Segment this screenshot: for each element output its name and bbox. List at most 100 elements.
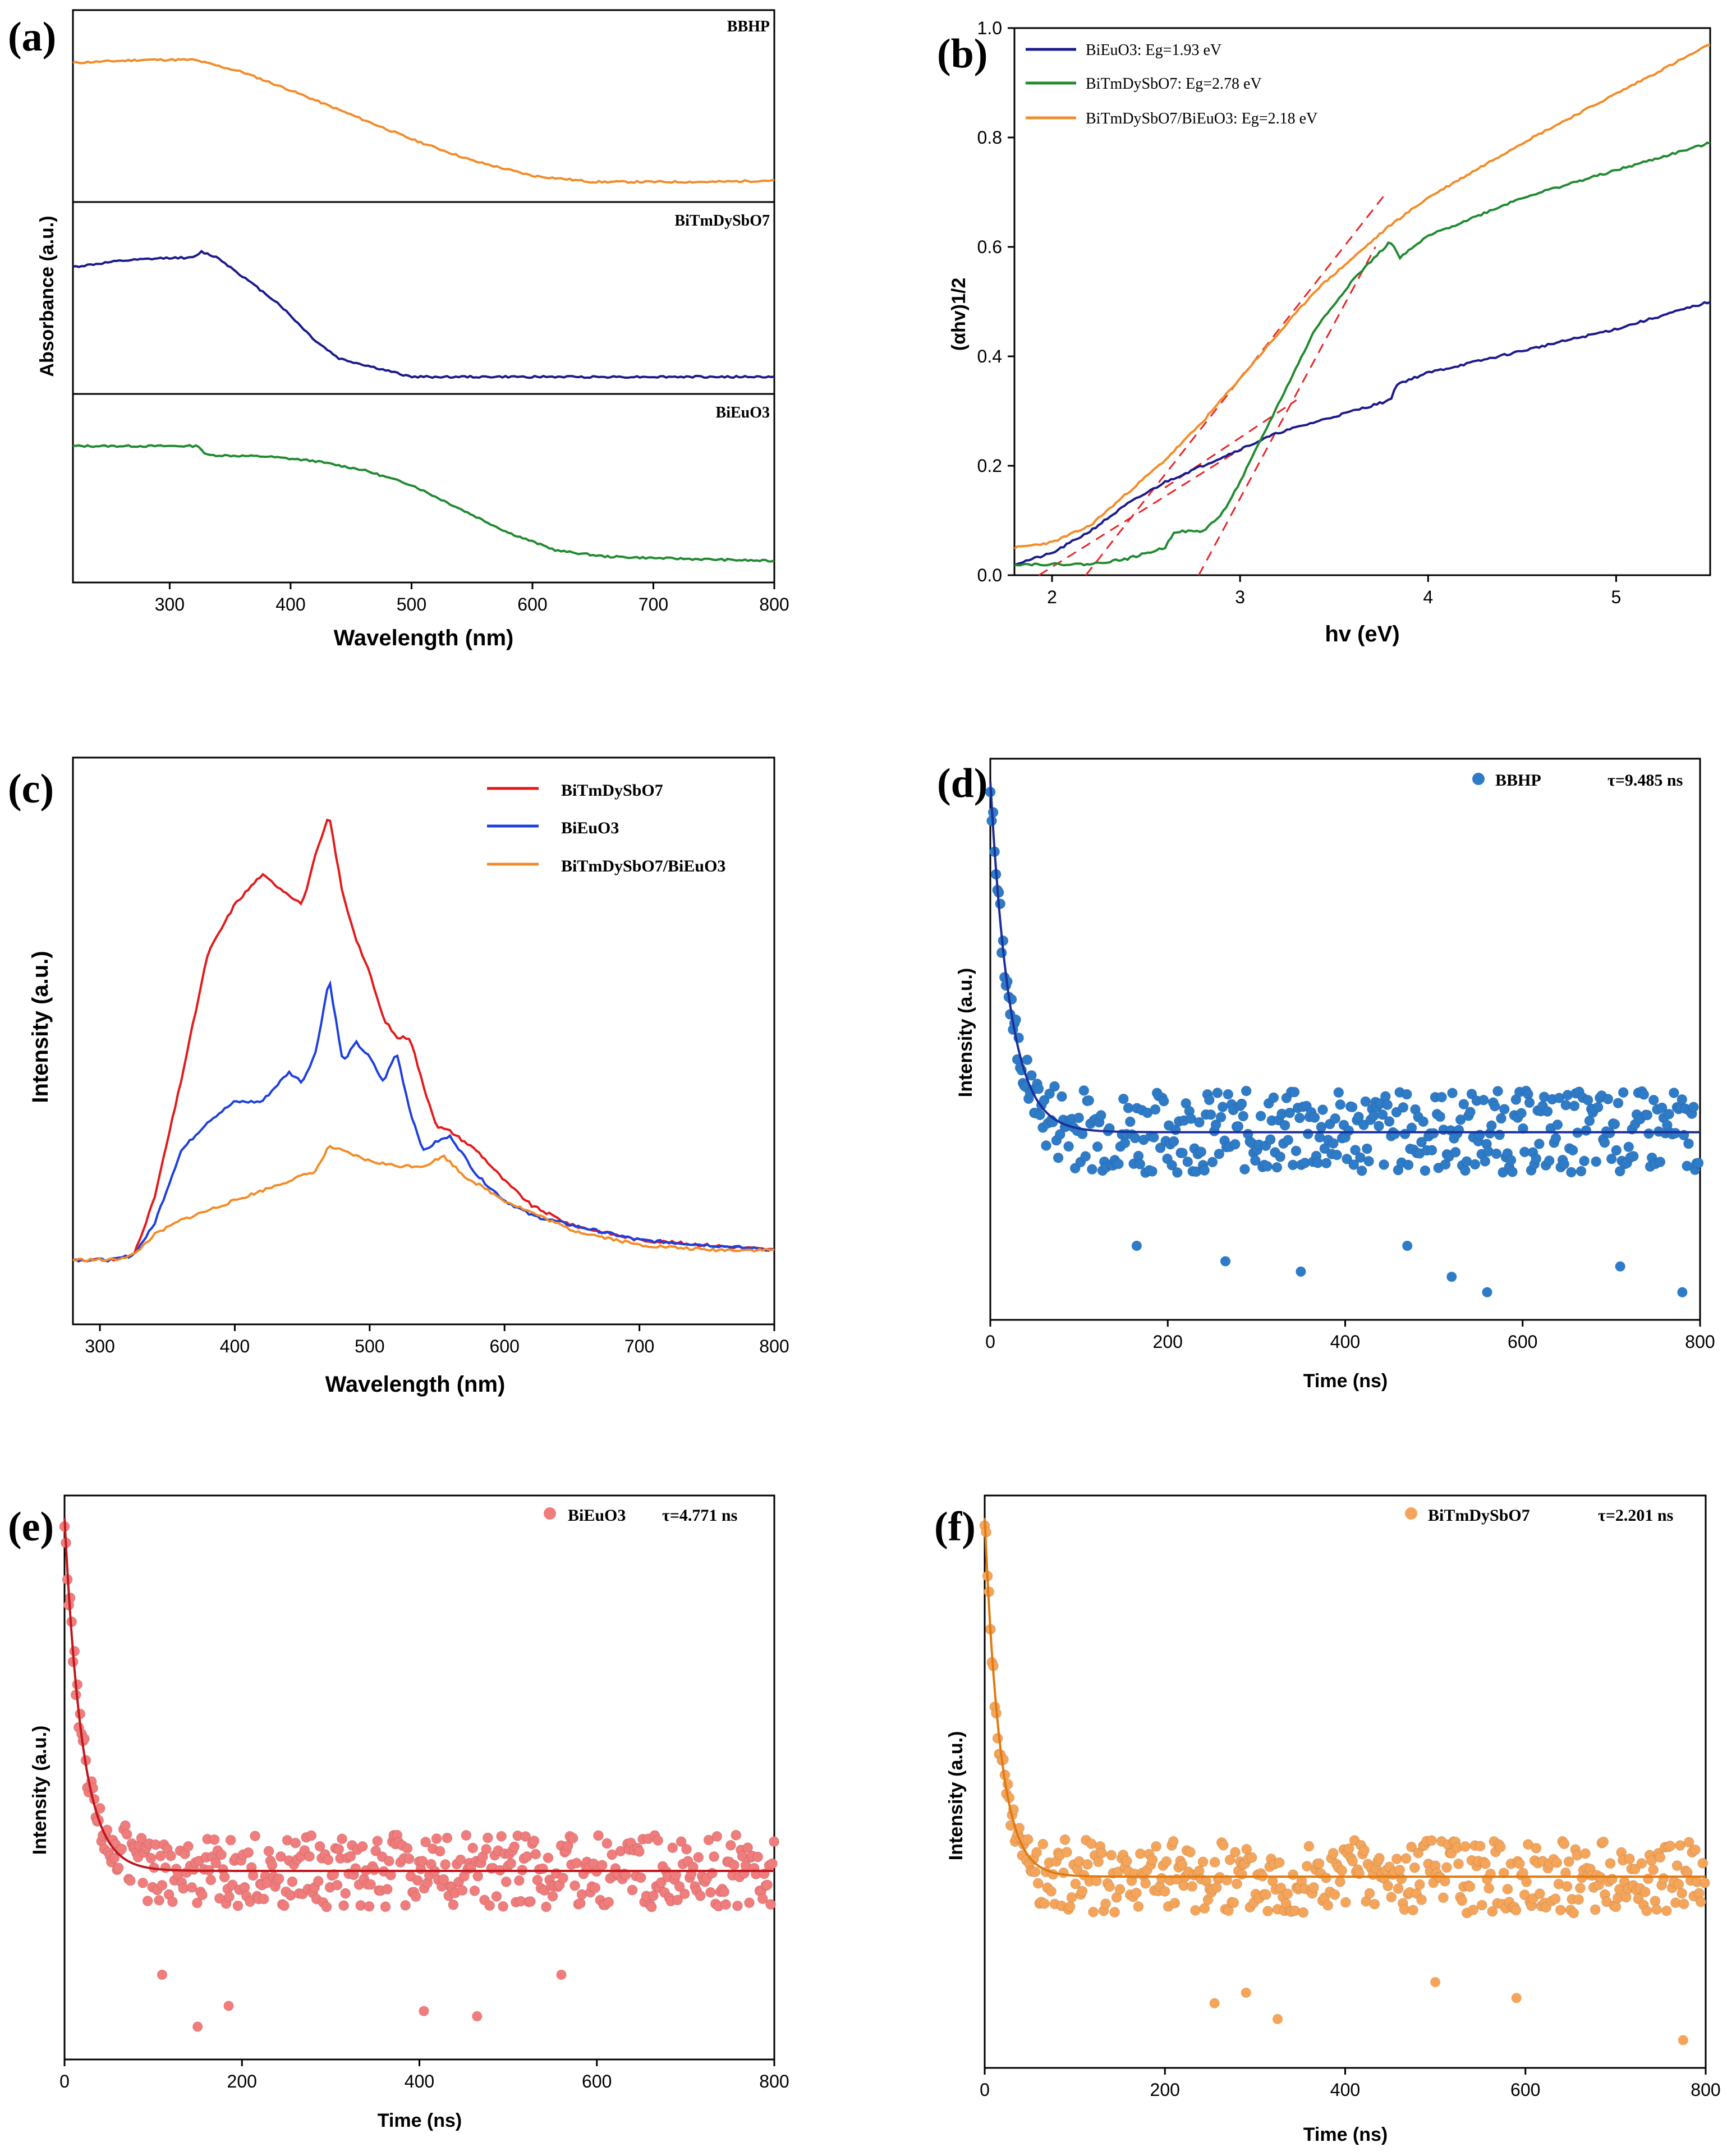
panel-d-point-61 — [1078, 1085, 1090, 1096]
panel-f-point-177 — [1274, 1857, 1285, 1868]
panel-e-point-151 — [304, 1851, 315, 1862]
panel-b-tick-label-4: 4 — [1423, 587, 1433, 607]
panel-d-outlier-2 — [1296, 1267, 1306, 1277]
panel-d-point-373 — [1602, 1094, 1614, 1104]
panel-d-point-139 — [1210, 1119, 1221, 1130]
panel-f-point-405 — [1661, 1905, 1672, 1916]
panel-f-point-291 — [1468, 1905, 1479, 1915]
panel-e-data — [59, 1517, 780, 2032]
panel-d-point-217 — [1342, 1153, 1353, 1164]
panel-f-point-57 — [1066, 1892, 1077, 1903]
panel-e-point-198 — [383, 1855, 394, 1866]
panel-d-point-238 — [1377, 1109, 1388, 1120]
panel-b-ytick-label-0.4: 0.4 — [977, 346, 1002, 366]
panel-e-point-136 — [278, 1900, 290, 1911]
legend-f-sample: BiTmDySbO7 — [1428, 1506, 1530, 1525]
panel-f-point-185 — [1288, 1869, 1298, 1880]
panel-c: (c) 300 400 500 600 700 800 BiTmDySbO7 BiEuO3… — [8, 756, 789, 1397]
panel-e-point-210 — [403, 1853, 415, 1864]
panel-d-point-379 — [1613, 1098, 1624, 1109]
panel-e-point-324 — [596, 1860, 608, 1871]
panel-e-point-347 — [635, 1872, 646, 1883]
panel-d-point-367 — [1592, 1102, 1604, 1113]
panel-e-point-209 — [402, 1843, 413, 1854]
panel-d-point-103 — [1150, 1104, 1161, 1115]
panel-d-point-48 — [1056, 1091, 1067, 1102]
panel-e-point-388 — [705, 1887, 716, 1898]
panel-b-ytick-label-0: 0.0 — [977, 565, 1002, 585]
panel-d-point-150 — [1229, 1139, 1241, 1150]
panel-d-point-378 — [1611, 1145, 1622, 1156]
panel-d-point-177 — [1275, 1151, 1286, 1162]
panel-f-point-78 — [1104, 1881, 1115, 1892]
panel-d-point-47 — [1054, 1129, 1065, 1140]
panel-e-point-106 — [227, 1879, 238, 1891]
panel-d-point-221 — [1348, 1159, 1359, 1170]
panel-f-point-242 — [1386, 1892, 1397, 1903]
panel-f-point-150 — [1228, 1897, 1239, 1909]
panel-e-point-257 — [484, 1900, 495, 1911]
panel-e-point-275 — [513, 1875, 525, 1886]
panel-b-tick-label-2: 2 — [1047, 587, 1057, 607]
panel-f-data — [979, 1517, 1710, 2045]
panel-e-point-119 — [250, 1831, 261, 1842]
panel-e-point-71 — [167, 1896, 178, 1907]
panel-c-ylabel: Intensity (a.u.) — [28, 951, 53, 1103]
panel-f-point-357 — [1579, 1848, 1591, 1859]
panel-e-point-255 — [481, 1843, 492, 1855]
panel-d-tick-label-600: 600 — [1508, 1332, 1537, 1352]
panel-f-point-412 — [1673, 1879, 1684, 1890]
panel-d-point-366 — [1591, 1156, 1602, 1167]
panel-d-point-307 — [1492, 1086, 1503, 1097]
panel-d-point-337 — [1542, 1106, 1553, 1117]
panel-d-frame — [989, 758, 1701, 1321]
legend-c-bieuo3: BiEuO3 — [561, 819, 619, 837]
panel-f-point-422 — [1689, 1844, 1701, 1855]
panel-f-point-63 — [1077, 1886, 1088, 1897]
panel-e-point-161 — [321, 1901, 332, 1912]
panel-e-point-320 — [590, 1882, 601, 1893]
panel-e-point-226 — [431, 1833, 442, 1844]
panel-d-point-326 — [1524, 1097, 1535, 1108]
panel-f-point-307 — [1495, 1841, 1506, 1852]
panel-e-point-104 — [224, 1891, 235, 1902]
panel-d-point-239 — [1379, 1159, 1389, 1170]
panel-c-tick-label-800: 800 — [759, 1336, 789, 1356]
panel-d-point-224 — [1353, 1111, 1364, 1122]
panel-d-point-52 — [1063, 1141, 1074, 1152]
panel-e-point-231 — [440, 1859, 451, 1870]
panel-f-point-392 — [1639, 1886, 1651, 1897]
panel-f-point-414 — [1677, 1888, 1688, 1899]
panel-d-point-81 — [1113, 1158, 1124, 1169]
panel-e-point-353 — [646, 1901, 657, 1912]
panel-d-outlier-0 — [1131, 1241, 1142, 1251]
panel-a-label: (a) — [8, 14, 56, 60]
panel-e-point-291 — [541, 1901, 552, 1912]
panel-a-lines — [72, 58, 775, 563]
panel-f-point-126 — [1187, 1881, 1198, 1892]
panel-d-point-315 — [1505, 1154, 1517, 1166]
panel-f-point-161 — [1246, 1852, 1257, 1863]
panel-f-point-79 — [1106, 1850, 1117, 1861]
panel-d-point-155 — [1238, 1111, 1249, 1122]
panel-d-point-343 — [1552, 1119, 1563, 1130]
panel-b-series-1 — [1014, 141, 1711, 567]
panel-f-point-74 — [1096, 1847, 1108, 1859]
panel-d-point-330 — [1531, 1153, 1542, 1164]
legend-bieuo3: BiEuO3: Eg=1.93 eV — [1086, 42, 1221, 59]
panel-e-point-410 — [742, 1842, 754, 1854]
panel-d-legend: BBHP τ=9.485 ns — [1472, 771, 1683, 790]
panel-e-point-370 — [674, 1881, 685, 1892]
panel-f-point-393 — [1641, 1905, 1652, 1916]
panel-d-point-180 — [1279, 1120, 1290, 1131]
panel-c-xlabel: Wavelength (nm) — [325, 1372, 506, 1397]
panel-e-point-220 — [420, 1837, 431, 1847]
panel-e-point-411 — [744, 1897, 755, 1909]
panel-e-point-186 — [364, 1901, 375, 1912]
panel-e-point-172 — [340, 1888, 351, 1899]
panel-f-point-256 — [1409, 1862, 1420, 1873]
panel-d-point-58 — [1073, 1112, 1085, 1123]
panel-f-point-346 — [1561, 1881, 1573, 1892]
panel-a-series-bieuo3 — [72, 444, 775, 563]
panel-d-point-189 — [1294, 1112, 1305, 1123]
